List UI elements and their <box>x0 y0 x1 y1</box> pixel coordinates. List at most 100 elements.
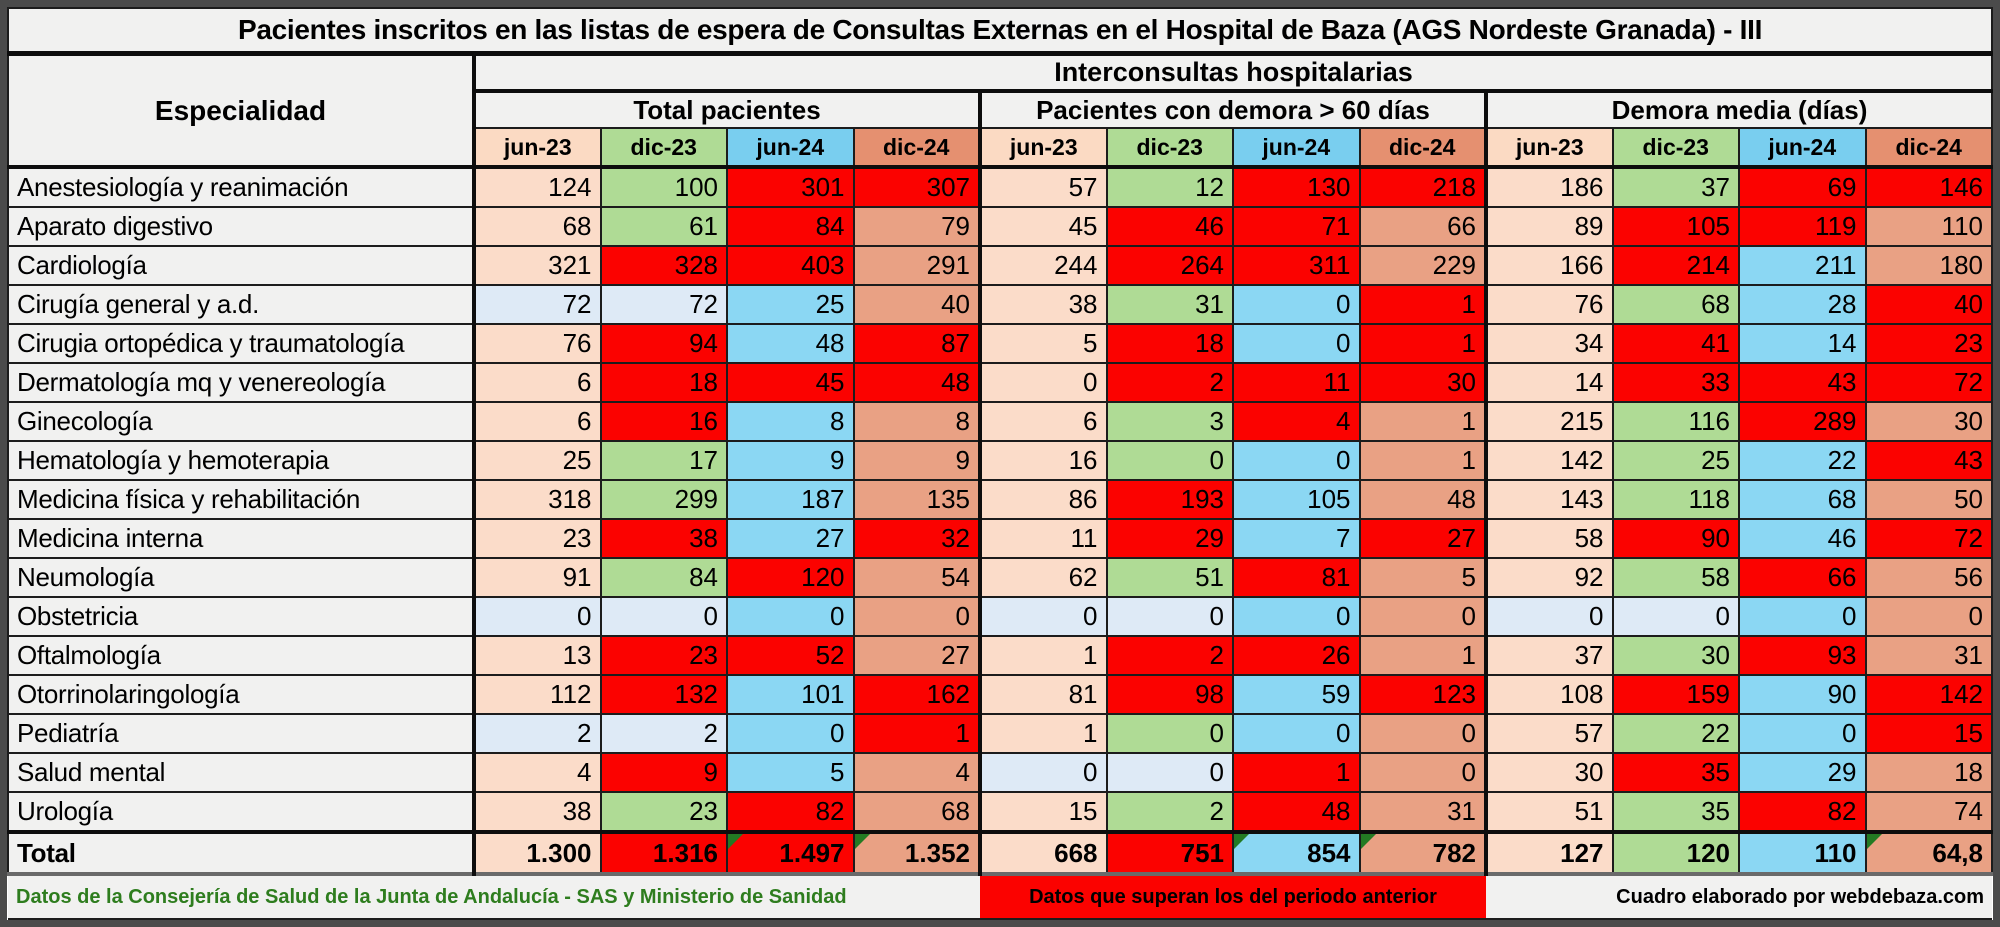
value-cell-total-dic-24: 1 <box>852 713 981 755</box>
value-cell-media-jun-24: 93 <box>1738 635 1867 677</box>
value-cell-media-jun-24: 211 <box>1738 245 1867 287</box>
value-cell-demora-jun-23: 0 <box>978 596 1108 638</box>
value-cell-demora-dic-24: 229 <box>1358 245 1487 287</box>
value-cell-demora-jun-23: 0 <box>978 362 1108 404</box>
value-cell-demora-jun-23: 1 <box>978 635 1108 677</box>
value-cell-media-dic-24: 64,8 <box>1864 830 1993 875</box>
value-cell-media-jun-24: 46 <box>1738 518 1867 560</box>
table-row: Obstetricia 0 0 0 0 0 0 0 0 0 0 0 0 <box>7 596 1993 638</box>
value-cell-media-dic-23: 116 <box>1611 401 1740 443</box>
especialidad-header: Especialidad <box>7 52 476 169</box>
value-cell-demora-dic-24: 0 <box>1358 752 1487 794</box>
value-cell-total-dic-24: 32 <box>852 518 981 560</box>
value-cell-demora-dic-24: 1 <box>1358 440 1487 482</box>
flag-triangle-icon <box>855 836 870 850</box>
value-cell-total-jun-23: 25 <box>472 440 602 482</box>
value-cell-media-dic-24: 72 <box>1864 362 1993 404</box>
flag-triangle-icon <box>1867 836 1882 850</box>
value-cell-demora-dic-23: 29 <box>1105 518 1234 560</box>
value-cell-total-jun-24: 9 <box>726 440 855 482</box>
value-cell-total-dic-24: 162 <box>852 674 981 716</box>
value-cell-media-jun-23: 0 <box>1484 596 1614 638</box>
interconsultas-header: Interconsultas hospitalarias <box>473 52 1993 93</box>
table-row: Aparato digestivo 68 61 84 79 45 46 71 66 89 105 11… <box>7 206 1993 248</box>
value-cell-total-jun-23: 0 <box>472 596 602 638</box>
value-cell-media-dic-23: 25 <box>1611 440 1740 482</box>
value-cell-total-jun-24: 45 <box>726 362 855 404</box>
page-title: Pacientes inscritos en las listas de esp… <box>7 7 1993 56</box>
value-cell-media-jun-24: 69 <box>1738 165 1867 209</box>
value-cell-demora-dic-24: 1 <box>1358 401 1487 443</box>
period-header-dic-24: dic-24 <box>1358 127 1487 169</box>
value-cell-total-dic-23: 94 <box>599 323 728 365</box>
row-label: Urología <box>7 791 475 834</box>
value-cell-total-dic-24: 27 <box>852 635 981 677</box>
value-cell-total-dic-23: 2 <box>599 713 728 755</box>
value-cell-demora-jun-23: 5 <box>978 323 1108 365</box>
value-cell-demora-jun-23: 62 <box>978 557 1108 599</box>
value-cell-media-jun-24: 289 <box>1738 401 1867 443</box>
period-header-jun-24: jun-24 <box>1232 127 1361 169</box>
value-cell-total-jun-24: 84 <box>726 206 855 248</box>
value-cell-media-dic-24: 110 <box>1864 206 1993 248</box>
value-cell-total-dic-24: 40 <box>852 284 981 326</box>
value-cell-total-dic-24: 135 <box>852 479 981 521</box>
row-label: Salud mental <box>7 752 475 794</box>
table-row: Dermatología mq y venereología 6 18 45 48 0 2 1… <box>7 362 1993 404</box>
value-cell-demora-jun-23: 244 <box>978 245 1108 287</box>
row-label: Cirugía general y a.d. <box>7 284 475 326</box>
value-cell-demora-dic-23: 193 <box>1105 479 1234 521</box>
value-cell-demora-dic-24: 1 <box>1358 323 1487 365</box>
table-body: Anestesiología y reanimación 124 100 301 307… <box>7 165 1993 875</box>
value-cell-demora-jun-24: 0 <box>1232 713 1361 755</box>
row-label: Total <box>7 830 475 875</box>
value-cell-media-jun-24: 28 <box>1738 284 1867 326</box>
value-cell-total-jun-24: 1.497 <box>726 830 855 875</box>
value-cell-total-jun-23: 23 <box>472 518 602 560</box>
waiting-list-table: Pacientes inscritos en las listas de esp… <box>7 7 1993 920</box>
value-cell-total-dic-23: 100 <box>599 165 728 209</box>
value-cell-demora-dic-24: 48 <box>1358 479 1487 521</box>
value-cell-total-dic-23: 23 <box>599 791 728 834</box>
value-cell-total-jun-24: 27 <box>726 518 855 560</box>
value-cell-demora-dic-24: 27 <box>1358 518 1487 560</box>
table-row: Anestesiología y reanimación 124 100 301 307… <box>7 165 1993 209</box>
value-cell-demora-dic-24: 1 <box>1358 635 1487 677</box>
value-cell-total-jun-23: 72 <box>472 284 602 326</box>
value-cell-media-dic-23: 30 <box>1611 635 1740 677</box>
value-cell-media-dic-23: 41 <box>1611 323 1740 365</box>
value-cell-demora-dic-24: 1 <box>1358 284 1487 326</box>
value-cell-media-jun-23: 143 <box>1484 479 1614 521</box>
row-label: Ginecología <box>7 401 475 443</box>
value-cell-total-dic-23: 17 <box>599 440 728 482</box>
flag-triangle-icon <box>728 836 743 850</box>
value-cell-media-dic-23: 120 <box>1611 830 1740 875</box>
value-cell-demora-dic-23: 0 <box>1105 752 1234 794</box>
value-cell-demora-dic-23: 51 <box>1105 557 1234 599</box>
value-cell-demora-jun-23: 16 <box>978 440 1108 482</box>
value-cell-demora-dic-24: 123 <box>1358 674 1487 716</box>
value-cell-total-jun-23: 124 <box>472 165 602 209</box>
row-label: Otorrinolaringología <box>7 674 475 716</box>
row-label: Dermatología mq y venereología <box>7 362 475 404</box>
row-label: Pediatría <box>7 713 475 755</box>
value-cell-media-dic-24: 30 <box>1864 401 1993 443</box>
value-cell-media-dic-23: 37 <box>1611 165 1740 209</box>
value-cell-total-dic-24: 8 <box>852 401 981 443</box>
value-cell-media-dic-23: 68 <box>1611 284 1740 326</box>
period-header-dic-24: dic-24 <box>852 127 981 169</box>
row-label: Medicina física y rehabilitación <box>7 479 475 521</box>
value-cell-total-dic-24: 307 <box>852 165 981 209</box>
value-cell-demora-jun-24: 311 <box>1232 245 1361 287</box>
value-cell-total-dic-23: 23 <box>599 635 728 677</box>
value-cell-media-jun-24: 82 <box>1738 791 1867 834</box>
periods-row: jun-23 dic-23 jun-24 dic-24 jun-23 dic-23 jun-… <box>8 127 1993 169</box>
value-cell-demora-dic-23: 31 <box>1105 284 1234 326</box>
row-label: Aparato digestivo <box>7 206 475 248</box>
table-row: Salud mental 4 9 5 4 0 0 1 0 30 35 29 18 <box>7 752 1993 794</box>
value-cell-demora-jun-24: 81 <box>1232 557 1361 599</box>
value-cell-total-jun-23: 76 <box>472 323 602 365</box>
value-cell-demora-jun-23: 11 <box>978 518 1108 560</box>
value-cell-media-jun-24: 90 <box>1738 674 1867 716</box>
value-cell-demora-jun-24: 0 <box>1232 284 1361 326</box>
